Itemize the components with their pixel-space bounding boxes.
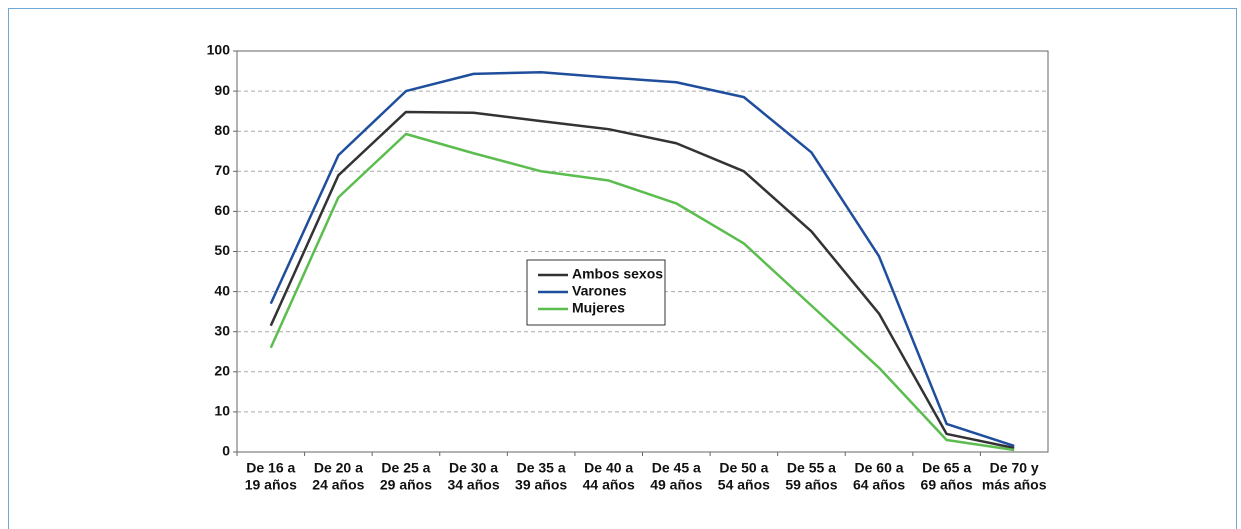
x-tick-label: 34 años [447,477,499,493]
y-tick-label: 100 [207,42,231,58]
x-tick-label: De 30 a [449,460,498,476]
x-tick-label: 24 años [312,477,364,493]
x-tick-label: 39 años [515,477,567,493]
frame [8,8,1237,529]
y-tick-label: 80 [214,122,230,138]
x-tick-label: 29 años [380,477,432,493]
x-tick-label: 64 años [853,477,905,493]
series-line [269,132,1015,452]
x-tick-label: más años [982,477,1047,493]
x-tick-label: De 35 a [517,460,566,476]
x-tick-label: 69 años [921,477,973,493]
y-tick-label: 60 [214,202,230,218]
x-tick-label: De 60 a [855,460,904,476]
legend-label: Mujeres [572,300,625,316]
y-tick-label: 20 [214,363,230,379]
series-line [269,71,1015,448]
y-tick-label: 30 [214,322,230,338]
y-tick-label: 0 [222,443,230,459]
x-tick-label: De 20 a [314,460,363,476]
x-tick-label: De 70 y [990,460,1039,476]
x-tick-label: De 16 a [246,460,295,476]
x-tick-label: De 25 a [381,460,430,476]
y-tick-label: 10 [214,403,230,419]
x-tick-label: 49 años [650,477,702,493]
x-tick-label: De 65 a [922,460,971,476]
legend-label: Varones [572,283,627,299]
x-tick-label: De 50 a [719,460,768,476]
x-tick-label: 59 años [785,477,837,493]
x-tick-label: De 45 a [652,460,701,476]
x-tick-label: De 40 a [584,460,633,476]
y-tick-label: 50 [214,242,230,258]
x-tick-label: De 55 a [787,460,836,476]
y-tick-label: 70 [214,162,230,178]
y-tick-label: 40 [214,282,230,298]
y-tick-label: 90 [214,82,230,98]
series-line [269,110,1015,450]
x-tick-label: 54 años [718,477,770,493]
x-tick-label: 44 años [583,477,635,493]
legend-label: Ambos sexos [572,266,663,282]
x-tick-label: 19 años [245,477,297,493]
